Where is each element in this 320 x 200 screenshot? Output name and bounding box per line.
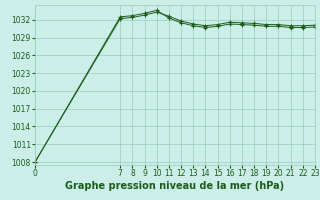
X-axis label: Graphe pression niveau de la mer (hPa): Graphe pression niveau de la mer (hPa) xyxy=(65,181,284,191)
